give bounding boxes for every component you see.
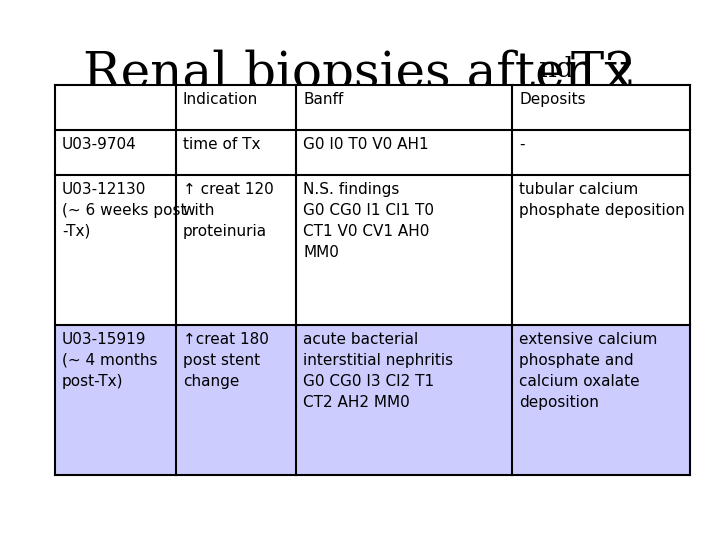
Text: Indication: Indication (183, 92, 258, 107)
Text: extensive calcium
phosphate and
calcium oxalate
deposition: extensive calcium phosphate and calcium … (519, 332, 657, 410)
Text: N.S. findings
G0 CG0 I1 CI1 T0
CT1 V0 CV1 AH0
MM0: N.S. findings G0 CG0 I1 CI1 T0 CT1 V0 CV… (303, 181, 434, 260)
Text: -: - (519, 137, 525, 152)
Text: Renal biopsies after 2: Renal biopsies after 2 (84, 50, 636, 99)
Text: G0 I0 T0 V0 AH1: G0 I0 T0 V0 AH1 (303, 137, 429, 152)
Text: U03-12130
(~ 6 weeks post
-Tx): U03-12130 (~ 6 weeks post -Tx) (62, 181, 186, 239)
Text: ↑creat 180
post stent
change: ↑creat 180 post stent change (183, 332, 269, 389)
Text: Tx: Tx (555, 50, 632, 99)
Text: acute bacterial
interstitial nephritis
G0 CG0 I3 CI2 T1
CT2 AH2 MM0: acute bacterial interstitial nephritis G… (303, 332, 454, 410)
Text: U03-15919
(~ 4 months
post-Tx): U03-15919 (~ 4 months post-Tx) (62, 332, 158, 389)
Text: U03-9704: U03-9704 (62, 137, 137, 152)
Text: Deposits: Deposits (519, 92, 586, 107)
Text: tubular calcium
phosphate deposition: tubular calcium phosphate deposition (519, 181, 685, 218)
Text: nd: nd (538, 56, 574, 83)
Text: Banff: Banff (303, 92, 343, 107)
Text: ↑ creat 120
with
proteinuria: ↑ creat 120 with proteinuria (183, 181, 274, 239)
Text: time of Tx: time of Tx (183, 137, 260, 152)
